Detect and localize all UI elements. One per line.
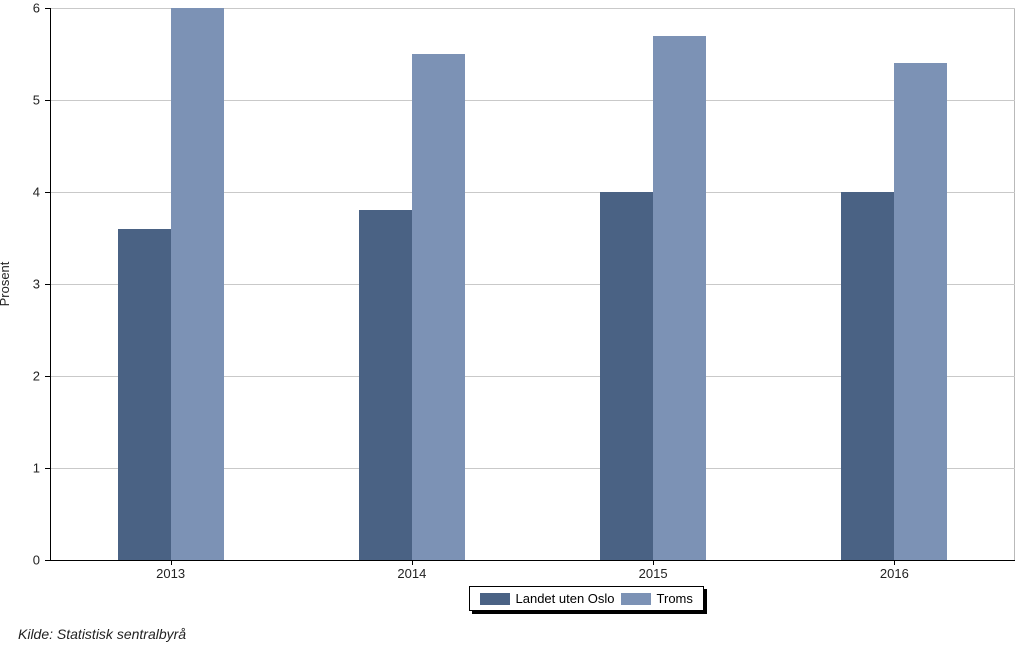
bar <box>171 8 224 560</box>
y-tick-mark <box>45 468 50 469</box>
bar <box>118 229 171 560</box>
y-tick-label: 3 <box>33 277 40 292</box>
bar <box>653 36 706 560</box>
y-tick-label: 1 <box>33 461 40 476</box>
y-tick-label: 0 <box>33 553 40 568</box>
x-tick-mark <box>653 560 654 565</box>
chart-container: 0 1 2 3 4 5 6 2013 2014 2015 2016 Prosent Landet … <box>0 0 1024 654</box>
legend: Landet uten Oslo Troms <box>469 586 704 611</box>
y-tick-mark <box>45 284 50 285</box>
bar <box>841 192 894 560</box>
legend-swatch <box>621 593 651 605</box>
plot-area <box>50 8 1015 560</box>
legend-label: Troms <box>657 591 693 606</box>
y-tick-mark <box>45 100 50 101</box>
x-tick-label: 2014 <box>397 566 426 581</box>
x-tick-mark <box>412 560 413 565</box>
y-tick-label: 6 <box>33 1 40 16</box>
y-tick-label: 4 <box>33 185 40 200</box>
legend-swatch <box>480 593 510 605</box>
source-note: Kilde: Statistisk sentralbyrå <box>18 626 186 642</box>
y-tick-mark <box>45 8 50 9</box>
legend-label: Landet uten Oslo <box>516 591 615 606</box>
bar <box>412 54 465 560</box>
bar <box>359 210 412 560</box>
y-tick-mark <box>45 192 50 193</box>
y-tick-mark <box>45 376 50 377</box>
x-tick-mark <box>894 560 895 565</box>
bar <box>894 63 947 560</box>
x-tick-mark <box>171 560 172 565</box>
x-tick-label: 2016 <box>880 566 909 581</box>
y-tick-mark <box>45 560 50 561</box>
x-tick-label: 2013 <box>156 566 185 581</box>
bar <box>600 192 653 560</box>
x-tick-label: 2015 <box>639 566 668 581</box>
y-tick-label: 2 <box>33 369 40 384</box>
y-tick-label: 5 <box>33 93 40 108</box>
y-axis-title: Prosent <box>0 262 12 307</box>
x-axis-line <box>50 560 1015 561</box>
